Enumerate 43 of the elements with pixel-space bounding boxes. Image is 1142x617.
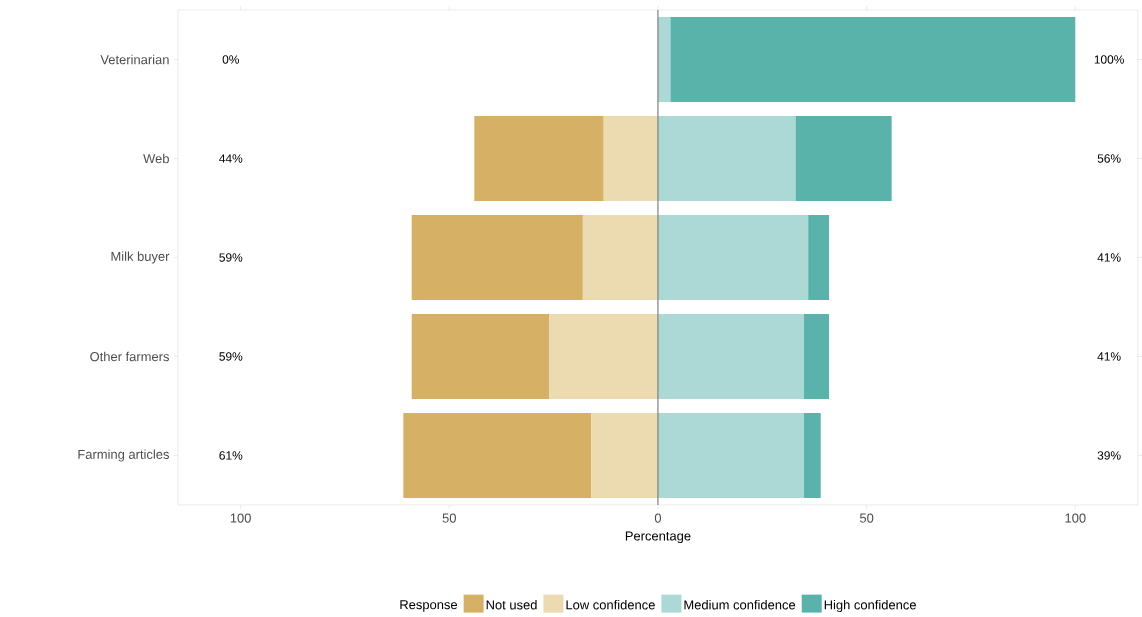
y-tick-label: Farming articles <box>78 449 169 462</box>
bar <box>795 115 892 202</box>
bar <box>411 214 583 301</box>
x-tick-label: 0 <box>654 513 662 523</box>
bar <box>657 214 809 301</box>
bar <box>657 115 796 202</box>
legend-title: Response <box>400 600 458 612</box>
legend-label: Low confidence <box>566 599 655 610</box>
annotation: 0% <box>222 55 239 64</box>
annotation: 44% <box>219 154 243 163</box>
bar <box>670 16 1076 103</box>
bar <box>411 313 550 400</box>
x-axis-title: Percentage <box>625 531 691 544</box>
x-tick-label: 50 <box>859 513 874 523</box>
bar <box>808 214 830 301</box>
annotation: 61% <box>219 451 243 460</box>
bar <box>474 115 604 202</box>
annotation: 39% <box>1097 451 1121 460</box>
bar <box>403 412 592 499</box>
annotation: 41% <box>1097 352 1121 361</box>
annotation: 59% <box>219 253 243 262</box>
x-tick-label: 50 <box>442 513 456 523</box>
x-tick-label: 100 <box>1065 513 1086 523</box>
bar <box>591 412 658 499</box>
legend-label: Not used <box>486 599 537 610</box>
annotation: 56% <box>1097 154 1121 163</box>
legend-label: Medium confidence <box>684 599 796 610</box>
bar <box>603 115 658 202</box>
y-tick-label: Veterinarian <box>100 54 169 65</box>
annotation: 59% <box>219 352 243 361</box>
annotation: 100% <box>1094 55 1124 64</box>
bar <box>657 313 805 400</box>
bar <box>582 214 658 301</box>
bar <box>549 313 658 400</box>
x-tick-label: 100 <box>230 513 251 523</box>
bar <box>657 412 805 499</box>
bar <box>804 412 821 499</box>
y-tick-label: Web <box>143 153 169 164</box>
bar <box>804 313 830 400</box>
y-tick-label: Other farmers <box>90 351 169 362</box>
annotation: 41% <box>1097 253 1121 262</box>
legend-label: High confidence <box>824 599 916 613</box>
y-tick-label: Milk buyer <box>111 251 170 264</box>
